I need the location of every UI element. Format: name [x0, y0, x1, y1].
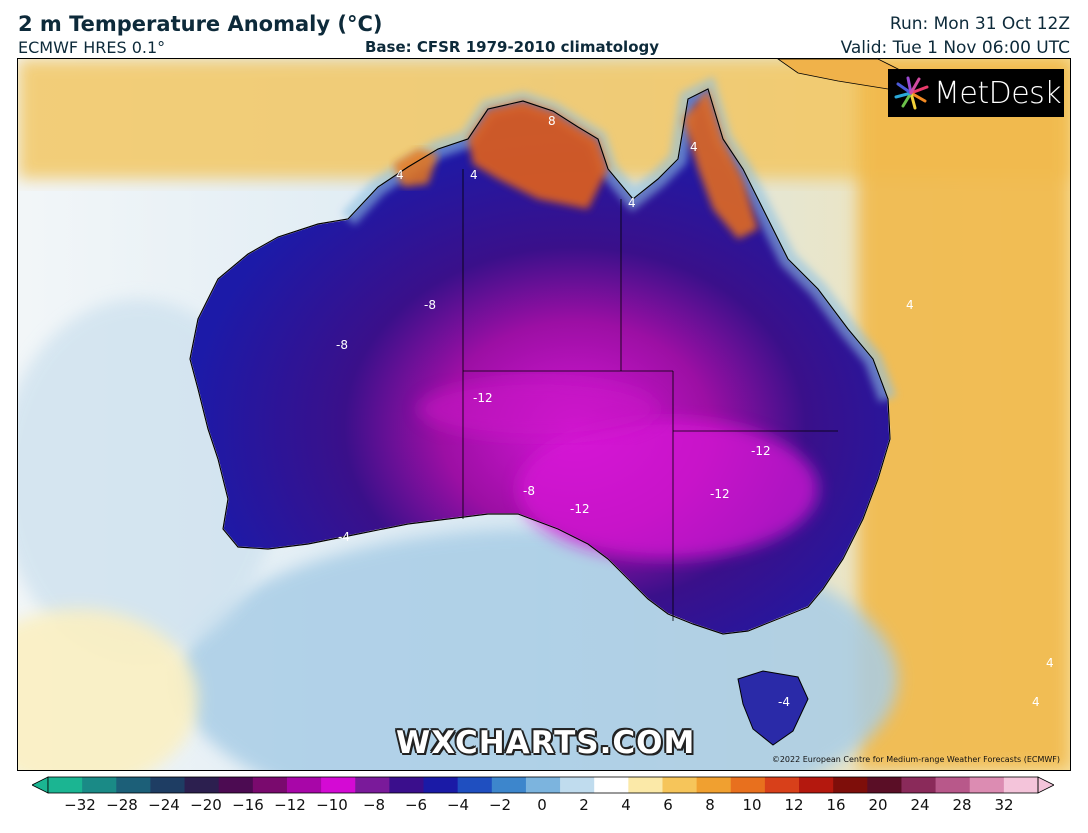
colorbar-cell	[150, 777, 186, 793]
valid-time: Valid: Tue 1 Nov 06:00 UTC	[840, 38, 1070, 58]
colorbar-cell	[833, 777, 868, 793]
contour-label: 4	[396, 168, 404, 182]
colorbar-cell	[457, 777, 493, 793]
colorbar-tick-label: −28	[106, 796, 138, 814]
colorbar-cell	[969, 777, 1005, 793]
colorbar-cell	[184, 777, 220, 793]
colorbar-tick-label: 6	[663, 796, 673, 814]
colorbar-cell	[286, 777, 322, 793]
warm-kimberley	[393, 149, 438, 187]
chart-title: 2 m Temperature Anomaly (°C)	[18, 12, 383, 36]
contour-label: -4	[338, 530, 350, 544]
map-canvas: 8 4 4 4 4 4 -8 -8 -12 -8 -12 -12 -12 -4 …	[18, 59, 1070, 770]
contour-label: -4	[778, 695, 790, 709]
metdesk-burst-icon	[894, 76, 929, 110]
contour-labels: 8 4 4 4 4 4 -8 -8 -12 -8 -12 -12 -12 -4 …	[336, 114, 1054, 709]
colorbar-cell	[116, 777, 151, 793]
climatology-base: Base: CFSR 1979-2010 climatology	[365, 38, 660, 56]
colorbar-tick-label: −6	[404, 796, 428, 814]
colorbar-tick-label: −24	[148, 796, 180, 814]
contour-label: -12	[570, 502, 590, 516]
colorbar-tick-label: 24	[910, 796, 930, 814]
colorbar-cell	[525, 777, 561, 793]
contour-label: -12	[473, 391, 493, 405]
colorbar-tick-label: 20	[868, 796, 888, 814]
colorbar-tick-label: 10	[742, 796, 762, 814]
anomaly-map: 8 4 4 4 4 4 -8 -8 -12 -8 -12 -12 -12 -4 …	[17, 58, 1071, 771]
contour-label: 4	[690, 140, 698, 154]
warm-sw-ocean	[18, 609, 198, 770]
colorbar-extend-low	[32, 776, 49, 794]
model-name: ECMWF HRES 0.1°	[18, 38, 166, 57]
colorbar	[32, 776, 1054, 794]
colorbar-tick-label: 16	[826, 796, 846, 814]
colorbar-tick-label: −2	[488, 796, 512, 814]
colorbar-cell	[628, 777, 663, 793]
contour-label: -12	[710, 487, 730, 501]
contour-label: -8	[424, 298, 436, 312]
colorbar-cell	[935, 777, 971, 793]
colorbar-tick-label: 32	[994, 796, 1014, 814]
contour-label: 4	[628, 196, 636, 210]
warm-east-band	[858, 59, 1070, 770]
colorbar-cell	[730, 777, 766, 793]
colorbar-tick-label: −4	[446, 796, 470, 814]
colorbar-tick-label: 28	[952, 796, 972, 814]
coastline	[189, 88, 891, 635]
contour-label: 4	[470, 168, 478, 182]
colorbar-tick-label: −32	[64, 796, 96, 814]
colorbar-cell	[764, 777, 800, 793]
colorbar-cell	[82, 777, 117, 793]
colorbar-cell	[594, 777, 629, 793]
colorbar-cell	[560, 777, 595, 793]
magenta-core	[518, 419, 818, 559]
colorbar-cell	[389, 777, 425, 793]
colorbar-cell	[218, 777, 254, 793]
colorbar-tick-label: −20	[190, 796, 222, 814]
contour-label: 4	[906, 298, 914, 312]
colorbar-cell	[491, 777, 527, 793]
colorbar-cell	[696, 777, 732, 793]
state-borders	[462, 169, 838, 621]
wxcharts-watermark: WXCHARTS.COM	[396, 725, 696, 761]
copyright-notice: ©2022 European Centre for Medium-range W…	[771, 755, 1060, 764]
contour-label: -8	[336, 338, 348, 352]
colorbar-cell	[252, 777, 288, 793]
magenta-band	[418, 379, 658, 439]
metdesk-logo-text: MetDesk	[934, 75, 1062, 111]
colorbar-tick-label: 8	[705, 796, 715, 814]
contour-label: -12	[751, 444, 771, 458]
warm-cape-york	[683, 89, 758, 239]
contour-label: 4	[1032, 695, 1040, 709]
colorbar-ticks: −32 −28 −24 −20 −16 −12 −10 −8 −6 −4 −2 0 2 4 6 8 10 12 16…	[32, 796, 1054, 826]
run-time: Run: Mon 31 Oct 12Z	[889, 14, 1070, 34]
colorbar-extend-high	[1037, 776, 1054, 794]
colorbar-tick-label: −16	[232, 796, 264, 814]
colorbar-cell	[48, 777, 83, 793]
colorbar-tick-label: −8	[362, 796, 386, 814]
tasmania	[737, 670, 809, 746]
contour-label: 8	[548, 114, 556, 128]
colorbar-cell	[321, 777, 356, 793]
colorbar-cell	[662, 777, 698, 793]
colorbar-cell	[1003, 777, 1039, 793]
colorbar-frame	[47, 776, 1039, 794]
contour-label: 4	[1046, 656, 1054, 670]
colorbar-cell	[423, 777, 459, 793]
colorbar-cell	[901, 777, 937, 793]
colorbar-cell	[799, 777, 834, 793]
colorbar-tick-label: −10	[316, 796, 348, 814]
warm-top-end	[468, 101, 608, 209]
colorbar-cell	[867, 777, 902, 793]
contour-label: -8	[523, 484, 535, 498]
colorbar-tick-label: 2	[579, 796, 589, 814]
colorbar-tick-label: −12	[274, 796, 306, 814]
colorbar-tick-label: 4	[621, 796, 631, 814]
metdesk-logo: MetDesk	[888, 69, 1064, 117]
colorbar-cell	[355, 777, 390, 793]
colorbar-tick-label: 0	[537, 796, 547, 814]
colorbar-tick-label: 12	[784, 796, 804, 814]
